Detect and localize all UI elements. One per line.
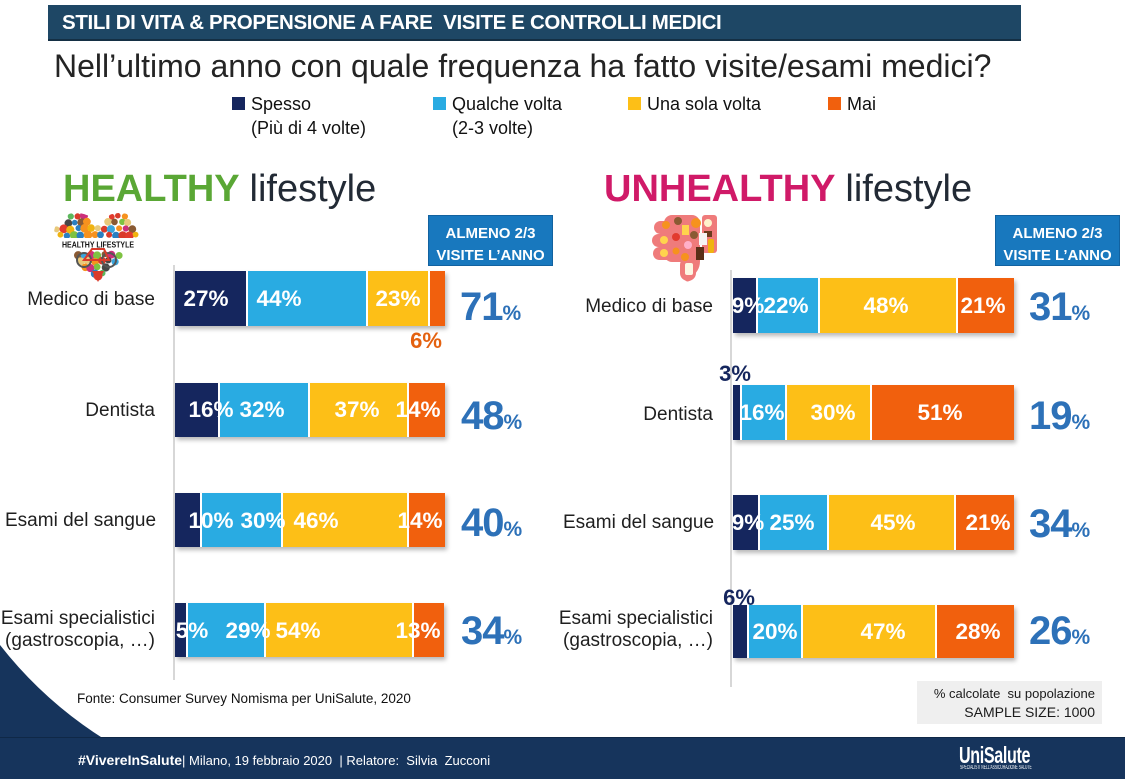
svg-text:HEALTHY LIFESTYLE: HEALTHY LIFESTYLE [62, 241, 135, 250]
